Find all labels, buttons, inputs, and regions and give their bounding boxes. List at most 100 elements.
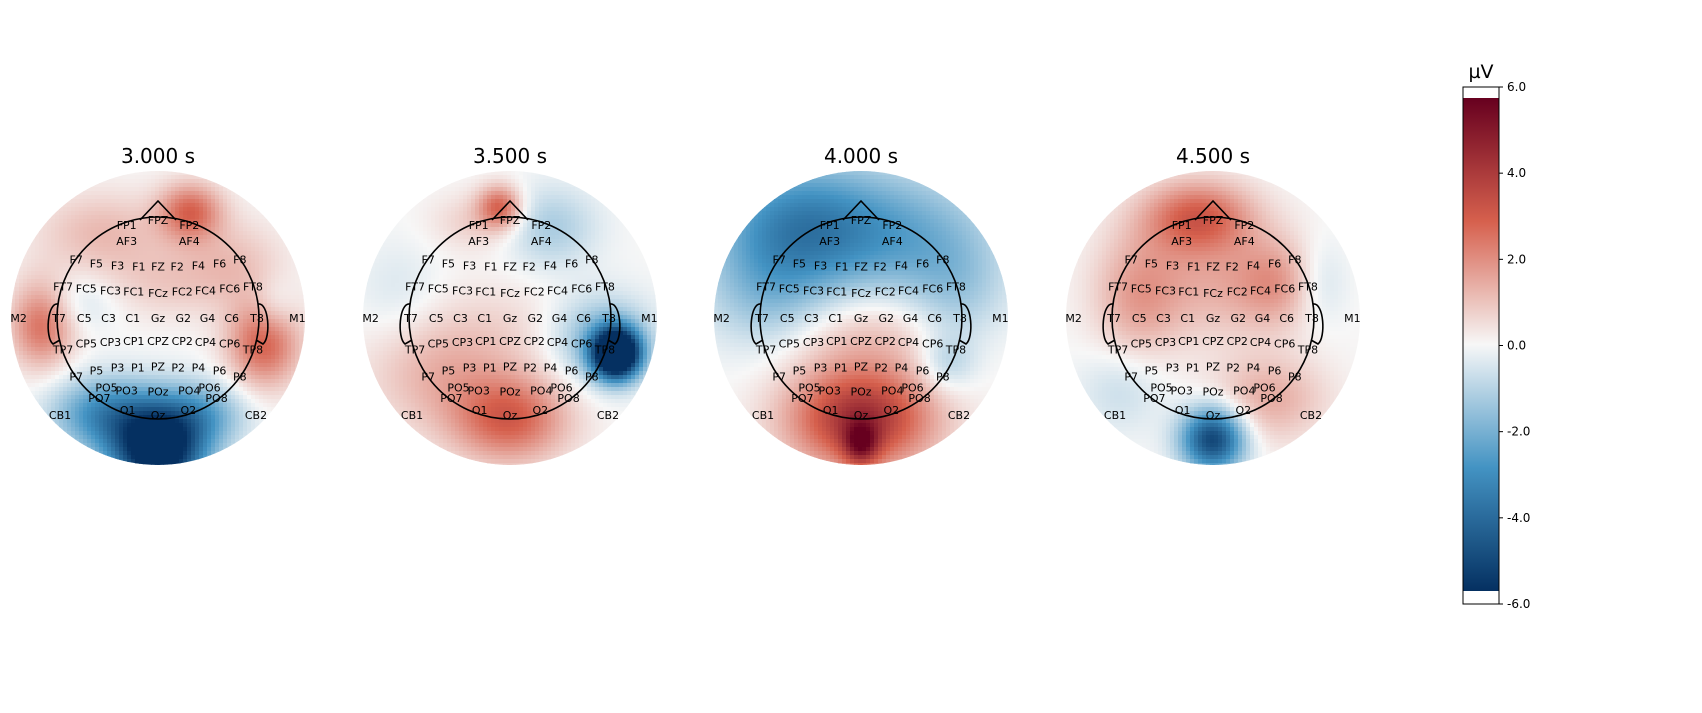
electrode-label: CP2: [875, 335, 896, 348]
electrode-label: FP2: [882, 219, 902, 232]
electrode-label: PO5: [798, 382, 820, 395]
electrode-label: POz: [147, 386, 168, 399]
electrode-label: FPZ: [148, 214, 169, 227]
electrode-label: FC1: [826, 286, 847, 299]
electrode-label: CB2: [597, 409, 619, 422]
electrode-label: O2: [1235, 404, 1251, 417]
electrode-label: F4: [895, 259, 908, 272]
electrode-label: G4: [200, 312, 216, 325]
electrode-label: TP7: [404, 343, 425, 356]
electrode-label: P2: [171, 361, 185, 374]
electrode-label: P1: [483, 361, 497, 374]
electrode-label: FCz: [148, 287, 168, 300]
electrode-label: FP2: [179, 219, 199, 232]
electrode-label: FT8: [1298, 281, 1318, 294]
electrode-label: FP1: [820, 219, 840, 232]
electrode-label: FC6: [922, 283, 943, 296]
head-outline: [399, 199, 621, 420]
electrode-label: M2: [713, 312, 730, 325]
electrode-label: CP5: [428, 337, 449, 350]
electrode-label: POz: [499, 386, 520, 399]
electrode-label: PZ: [151, 360, 166, 373]
electrode-label: CB2: [1300, 409, 1322, 422]
electrode-label: G4: [903, 312, 919, 325]
head-outline: [47, 199, 269, 420]
electrode-label: FC6: [219, 283, 240, 296]
electrode-label: T7: [403, 312, 418, 325]
electrode-label: O2: [180, 404, 196, 417]
electrode-label: G2: [175, 312, 191, 325]
electrode-label: FT8: [595, 281, 615, 294]
electrode-label: P8: [936, 371, 950, 384]
electrode-label: FC5: [428, 283, 449, 296]
electrode-label: AF3: [116, 235, 137, 248]
electrode-label: PO6: [901, 382, 923, 395]
panel-title: 3.000 s: [121, 144, 195, 168]
electrode-label: C3: [101, 312, 116, 325]
electrode-label: CP1: [826, 335, 847, 348]
electrode-label: PO5: [1150, 382, 1172, 395]
electrode-label: FC3: [1155, 285, 1176, 298]
electrode-label: F1: [835, 260, 848, 273]
electrode-label: PO8: [557, 392, 579, 405]
electrode-label: P2: [1226, 361, 1240, 374]
electrode-label: CPZ: [499, 335, 521, 348]
electrode-label: PO3: [819, 385, 841, 398]
electrode-label: PO3: [468, 385, 490, 398]
electrode-label: FZ: [503, 260, 517, 273]
electrode-label: PO4: [178, 385, 200, 398]
colorbar-tick-label: -2.0: [1507, 425, 1530, 439]
electrode-label: TP7: [1107, 343, 1128, 356]
electrode-label: P6: [1268, 365, 1282, 378]
electrode-label: PZ: [503, 360, 518, 373]
electrode-label: G4: [1255, 312, 1271, 325]
electrode-label: C6: [1279, 312, 1294, 325]
electrode-label: P5: [793, 365, 807, 378]
electrode-label: T7: [754, 312, 769, 325]
electrode-label: AF4: [882, 235, 903, 248]
electrode-label: FP1: [1172, 219, 1192, 232]
electrode-label: CP2: [524, 335, 545, 348]
electrode-label: O2: [532, 404, 548, 417]
electrode-label: F7: [773, 253, 786, 266]
electrode-label: P7: [421, 371, 435, 384]
electrode-label: CB1: [401, 409, 423, 422]
electrode-label: Gz: [503, 312, 518, 325]
electrode-label: CPZ: [850, 335, 872, 348]
electrode-label: P5: [90, 365, 104, 378]
electrode-label: T8: [952, 312, 967, 325]
electrode-label: FC6: [1274, 283, 1295, 296]
electrode-label: PZ: [1206, 360, 1221, 373]
electrode-label: POz: [850, 386, 871, 399]
electrode-label: P3: [463, 361, 477, 374]
electrode-label: P6: [565, 365, 579, 378]
electrode-label: M1: [1344, 312, 1361, 325]
electrode-label: PO8: [908, 392, 930, 405]
electrode-label: CPZ: [1202, 335, 1224, 348]
electrode-label: CP2: [172, 335, 193, 348]
electrode-label: P6: [213, 365, 227, 378]
electrode-label: PO4: [530, 385, 552, 398]
electrode-label: FC3: [100, 285, 121, 298]
electrode-label: F6: [565, 257, 578, 270]
topomap-panel: 3.000 s FP1 FPZ FP2 AF3 AF4 F7 F5 F3 F1 FZ F2 F4 F6 F8…: [10, 144, 306, 465]
electrode-label: FP1: [469, 219, 489, 232]
electrode-label: O2: [883, 404, 899, 417]
electrode-label: F8: [585, 253, 598, 266]
electrode-label: FT7: [1108, 281, 1128, 294]
electrode-label: F1: [484, 260, 497, 273]
colorbar-tick-label: -6.0: [1507, 597, 1530, 611]
colorbar-gradient: [1463, 98, 1499, 591]
electrode-label: CP4: [195, 336, 216, 349]
electrode-label: PO7: [440, 392, 462, 405]
electrode-label: FC1: [1178, 286, 1199, 299]
electrode-label: F7: [70, 253, 83, 266]
head-outline: [1102, 199, 1324, 420]
electrode-label: F8: [936, 253, 949, 266]
electrode-label: C1: [1180, 312, 1195, 325]
electrode-label: P1: [1186, 361, 1200, 374]
electrode-label: FC3: [803, 285, 824, 298]
electrode-label: CP5: [1131, 337, 1152, 350]
electrode-label: F5: [442, 257, 455, 270]
topomap-panel: 4.000 s FP1 FPZ FP2 AF3 AF4 F7 F5 F3 F1 FZ F2 F4 F6 F8…: [713, 144, 1009, 465]
